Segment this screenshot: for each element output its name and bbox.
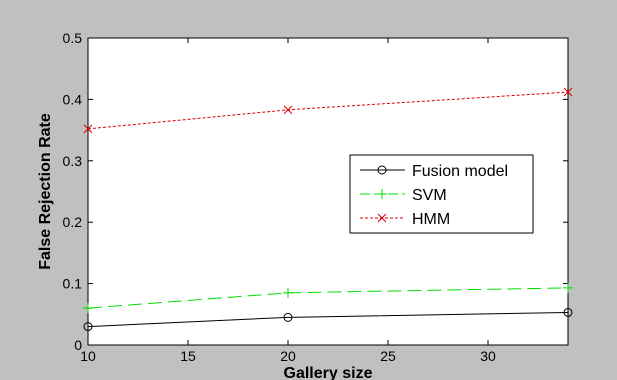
data-point-hmm [563,87,573,97]
legend-marker [377,165,387,175]
x-axis-label: Gallery size [284,365,373,380]
legend-label: HMM [412,211,450,228]
y-tick-label: 0 [74,337,82,353]
series-layer [83,87,573,332]
data-point-hmm [283,105,293,115]
series-fusion-model [83,307,573,332]
data-point-fusion-model [283,312,293,322]
series-hmm [83,87,573,134]
legend-marker [377,189,387,199]
data-point-svm [283,287,293,298]
data-point-hmm [83,124,93,134]
series-line-fusion-model [87,311,569,328]
x-tick-label: 30 [480,348,496,364]
legend-entry-fusion-model: Fusion model [360,163,508,180]
x-tick-label: 15 [180,348,196,364]
data-point-fusion-model [83,322,93,332]
y-tick-label: 0.3 [63,153,83,169]
y-tick-label: 0.4 [63,91,83,107]
y-axis-label: False Rejection Rate [37,113,54,270]
legend: Fusion model SVM HMM [349,154,534,234]
y-tick-label: 0.1 [63,276,83,292]
legend-entry-hmm: HMM [360,211,450,228]
legend-entry-svm: SVM [360,187,447,204]
data-point-svm [563,282,573,293]
x-tick-label: 20 [280,348,296,364]
legend-label: Fusion model [412,163,508,180]
axis-ticks: 10 15 20 25 30 0 0.1 0.2 0.3 0.4 0.5 [63,30,568,364]
y-tick-label: 0.2 [63,214,83,230]
data-point-fusion-model [563,307,573,317]
series-svm [83,282,573,314]
x-tick-label: 25 [380,348,396,364]
x-tick-label: 10 [80,348,96,364]
y-tick-label: 0.5 [63,30,83,46]
legend-label: SVM [412,187,447,204]
data-point-svm [83,303,93,314]
legend-marker [377,213,387,223]
